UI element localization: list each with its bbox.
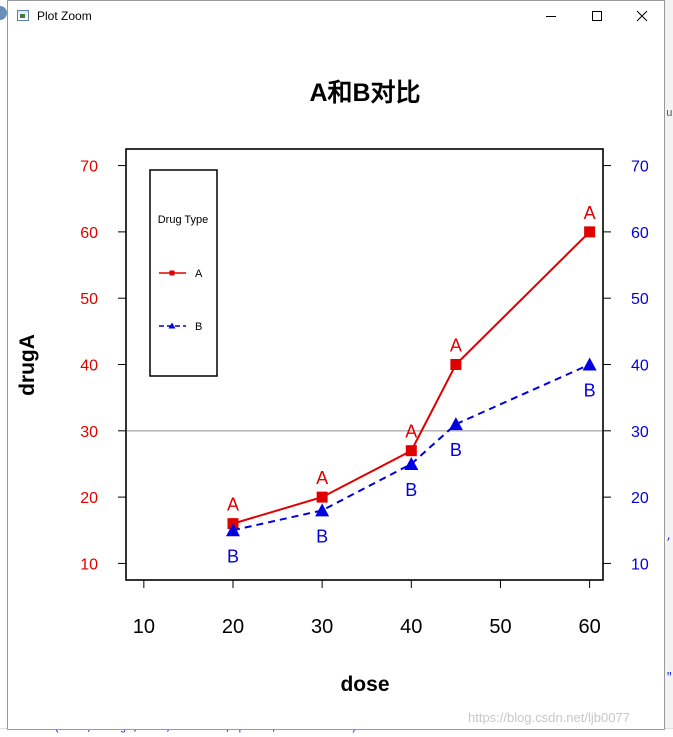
- x-tick-label: 30: [311, 616, 333, 638]
- y-tick-label-left: 50: [80, 291, 98, 308]
- y-tick-label-left: 40: [80, 358, 98, 375]
- plot-zoom-window[interactable]: Plot Zoom: [7, 0, 665, 730]
- data-point-B: [315, 503, 330, 517]
- y-tick-label-right: 50: [631, 291, 649, 308]
- data-label-B: B: [316, 526, 328, 546]
- x-tick-label: 10: [133, 616, 155, 638]
- title-bar[interactable]: Plot Zoom: [8, 1, 664, 31]
- background-fragment: ur: [666, 108, 673, 120]
- y-tick-label-right: 60: [631, 225, 649, 242]
- maximize-button[interactable]: [574, 1, 620, 31]
- maximize-icon: [592, 11, 602, 21]
- x-tick-label: 60: [579, 616, 601, 638]
- data-label-A: A: [316, 468, 328, 488]
- data-point-B: [582, 357, 597, 371]
- minimize-button[interactable]: [528, 1, 574, 31]
- y-tick-label-left: 20: [80, 490, 98, 507]
- legend-marker-A: [169, 270, 175, 276]
- data-point-A: [316, 491, 328, 503]
- x-tick-label: 20: [222, 616, 244, 638]
- data-point-A: [584, 226, 596, 238]
- background-app-edge: [0, 6, 7, 20]
- y-tick-label-left: 30: [80, 424, 98, 441]
- data-point-B: [225, 523, 240, 537]
- x-tick-label: 40: [400, 616, 422, 638]
- background-fragment: ": [666, 672, 673, 684]
- data-label-B: B: [450, 440, 462, 460]
- legend-entry-B: B: [195, 321, 202, 333]
- background-ide-panel: [665, 0, 673, 737]
- series-line-B: [232, 363, 591, 532]
- legend-marker-B: [168, 322, 176, 329]
- background-fragment: ,: [666, 531, 673, 543]
- close-icon: [636, 10, 648, 22]
- close-button[interactable]: [619, 1, 665, 31]
- minimize-icon: [546, 16, 556, 17]
- legend-entry-A: A: [195, 268, 203, 280]
- data-label-A: A: [405, 422, 417, 442]
- watermark: https://blog.csdn.net/ljb0077: [468, 710, 630, 725]
- x-tick-label: 50: [489, 616, 511, 638]
- data-label-A: A: [450, 336, 462, 356]
- window-title: Plot Zoom: [37, 9, 92, 23]
- data-label-B: B: [405, 480, 417, 500]
- data-label-B: B: [584, 381, 596, 401]
- y-axis-label: drugA: [16, 334, 39, 396]
- y-tick-label-right: 30: [631, 424, 649, 441]
- x-axis-label: dose: [340, 673, 389, 696]
- data-point-B: [448, 417, 463, 431]
- y-tick-label-right: 40: [631, 358, 649, 375]
- data-label-B: B: [227, 546, 239, 566]
- y-tick-label-right: 20: [631, 490, 649, 507]
- y-tick-label-right: 70: [631, 159, 649, 176]
- y-tick-label-left: 60: [80, 225, 98, 242]
- y-tick-label-right: 10: [631, 556, 649, 573]
- data-point-A: [405, 445, 417, 457]
- y-tick-label-left: 10: [80, 556, 98, 573]
- data-label-A: A: [227, 495, 239, 515]
- plot-window-icon: [17, 10, 29, 21]
- chart-title: A和B对比: [309, 79, 420, 107]
- legend-title: Drug Type: [158, 214, 209, 226]
- y-tick-label-left: 70: [80, 159, 98, 176]
- data-point-B: [404, 456, 419, 470]
- data-point-A: [450, 359, 462, 370]
- data-label-A: A: [584, 203, 596, 223]
